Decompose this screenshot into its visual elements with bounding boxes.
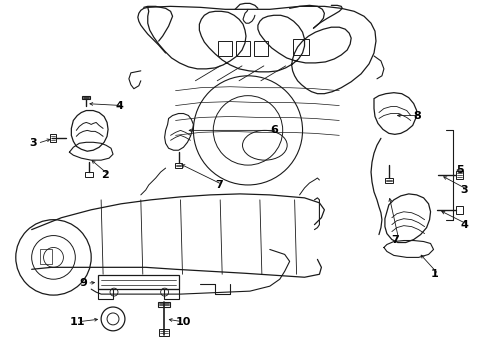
Text: 10: 10 xyxy=(175,317,191,327)
Text: 7: 7 xyxy=(215,180,223,190)
Text: 6: 6 xyxy=(270,125,278,135)
Text: 11: 11 xyxy=(70,317,85,327)
Text: 1: 1 xyxy=(431,269,439,279)
Text: 2: 2 xyxy=(101,170,109,180)
Text: 8: 8 xyxy=(414,111,421,121)
Text: 3: 3 xyxy=(460,185,468,195)
Text: 9: 9 xyxy=(79,278,87,288)
Text: 7: 7 xyxy=(391,234,399,244)
Text: 4: 4 xyxy=(460,220,468,230)
Text: 3: 3 xyxy=(30,138,37,148)
Text: 5: 5 xyxy=(456,165,464,175)
Text: 4: 4 xyxy=(115,100,123,111)
